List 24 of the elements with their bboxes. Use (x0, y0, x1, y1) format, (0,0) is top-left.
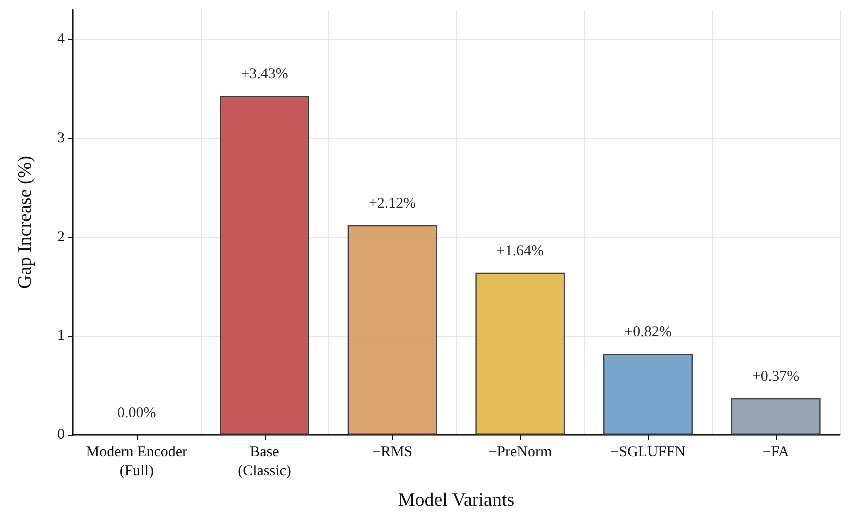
data-label: +1.64% (496, 243, 544, 260)
x-tick-label: Base (Classic) (238, 444, 292, 480)
y-tick-label: 1 (58, 328, 65, 344)
data-label: +3.43% (241, 66, 288, 82)
bar (604, 354, 693, 435)
bar (348, 225, 438, 435)
data-label: +0.37% (752, 368, 800, 385)
x-tick-label: −PreNorm (488, 444, 552, 460)
data-label: +0.82% (624, 324, 672, 340)
y-tick-label: 2 (58, 229, 65, 246)
x-tick-label: −RMS (372, 444, 413, 460)
x-tick-label: Modern Encoder (Full) (86, 444, 188, 480)
x-tick-label: −SGLUFFN (610, 444, 686, 460)
data-label: 0.00% (118, 406, 156, 422)
bar (220, 96, 310, 435)
data-label: +2.12% (368, 196, 416, 212)
x-axis-title: Model Variants (398, 490, 515, 511)
y-tick-label: 3 (58, 130, 65, 146)
bar (731, 398, 821, 435)
y-tick-label: 4 (58, 32, 66, 48)
bar (476, 272, 566, 435)
y-axis-title: Gap Increase (%) (15, 156, 36, 289)
x-tick-label: −FA (762, 444, 790, 460)
y-tick-label: 0 (58, 427, 65, 443)
